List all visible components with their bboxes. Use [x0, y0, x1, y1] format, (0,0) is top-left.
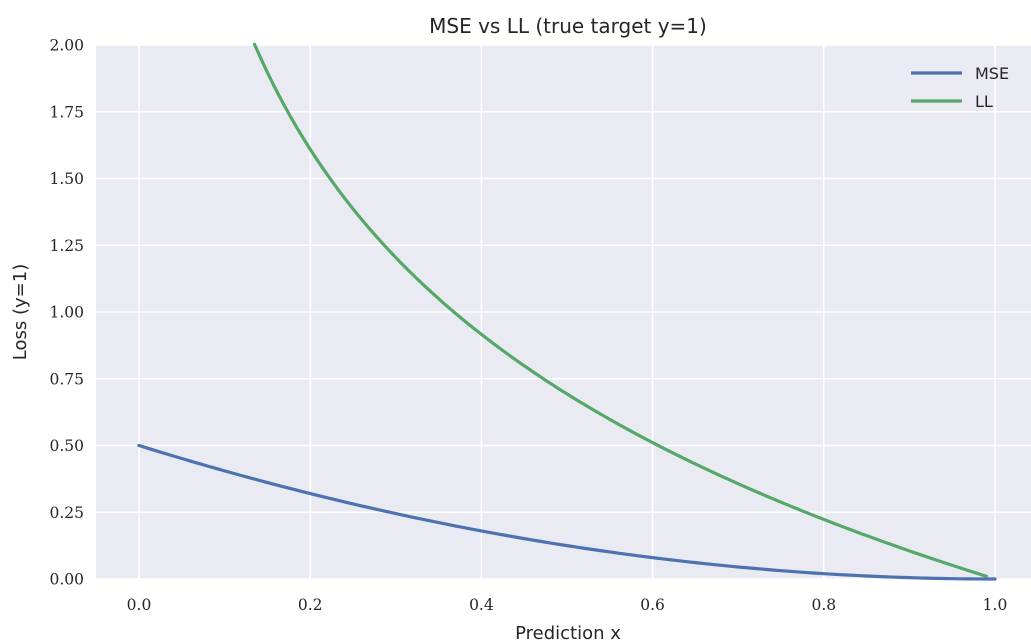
y-tick-label: 0.75 [49, 370, 84, 388]
x-tick-label: 0.6 [640, 596, 665, 614]
y-tick-label: 1.50 [49, 170, 84, 188]
y-tick-label: 2.00 [49, 37, 84, 55]
series-line-mse [137, 443, 997, 581]
x-tick-label: 1.0 [983, 596, 1008, 614]
x-tick-label: 0.2 [298, 596, 323, 614]
series-line-ll [252, 42, 989, 578]
y-tick-label: 0.00 [49, 571, 84, 589]
chart-title: MSE vs LL (true target y=1) [429, 14, 707, 38]
legend-label-ll: LL [975, 92, 993, 111]
legend: MSE LL [911, 64, 1009, 111]
x-tick-label: 0.0 [127, 596, 152, 614]
series-lines [137, 42, 997, 581]
y-tick-label: 0.50 [49, 437, 84, 455]
legend-label-mse: MSE [975, 64, 1009, 83]
y-tick-label: 1.00 [49, 304, 84, 322]
y-axis-label: Loss (y=1) [10, 264, 31, 360]
x-tick-label: 0.8 [811, 596, 836, 614]
y-tick-label: 0.25 [49, 504, 84, 522]
x-tick-labels: 0.0 0.2 0.4 0.6 0.8 1.0 [127, 596, 1008, 614]
x-tick-label: 0.4 [469, 596, 494, 614]
y-tick-label: 1.25 [49, 237, 84, 255]
y-tick-label: 1.75 [49, 103, 84, 121]
y-tick-labels: 0.00 0.25 0.50 0.75 1.00 1.25 1.50 1.75 2.00 [49, 37, 84, 589]
x-axis-label: Prediction x [515, 623, 621, 644]
grid [96, 44, 1031, 580]
